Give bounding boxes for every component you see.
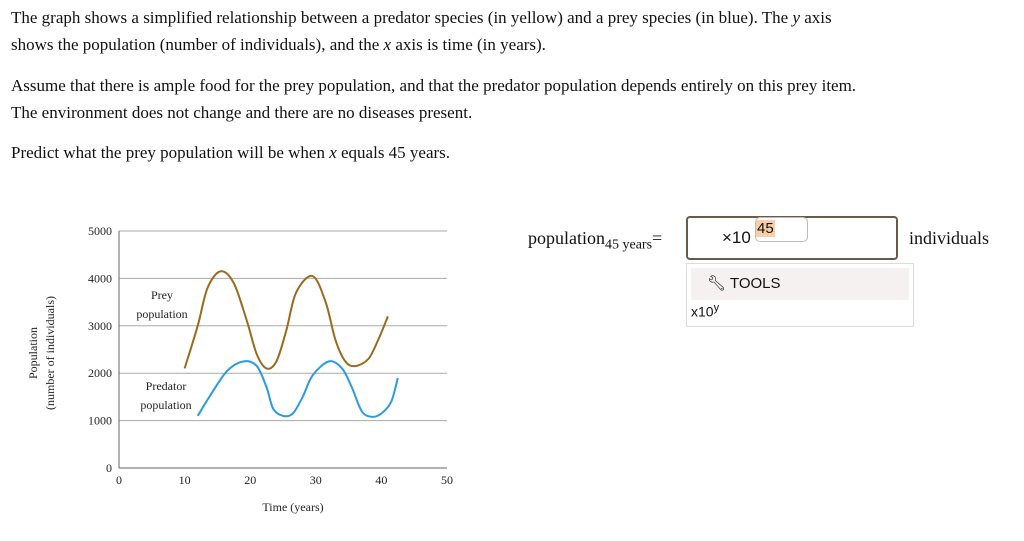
y-tick-label: 2000	[88, 366, 112, 380]
question-paragraph-1: The graph shows a simplified relationshi…	[11, 8, 832, 54]
x-tick-label: 30	[310, 473, 322, 487]
tools-panel: 🔧︎ TOOLS x10y	[686, 263, 914, 327]
x-tick-label: 0	[116, 473, 122, 487]
x-tick-label: 50	[441, 473, 453, 487]
wrench-icon: 🔧︎	[707, 275, 727, 292]
x-tick-label: 20	[244, 473, 256, 487]
question-paragraph-2: Assume that there is ample food for the …	[11, 76, 857, 122]
x-axis-label: Time (years)	[262, 500, 323, 514]
series-label: Prey	[151, 288, 173, 302]
tools-button[interactable]: 🔧︎ TOOLS	[691, 268, 909, 300]
unit-label: individuals	[909, 228, 989, 248]
y-axis-label: Population	[26, 327, 40, 379]
population-chart: 0 1000 2000 3000 4000 5000 0 10 20 30 40 50 Time (ye…	[26, 224, 453, 514]
series-label: population	[136, 307, 187, 321]
series-line-predator	[196, 360, 399, 418]
y-tick-label: 4000	[88, 271, 112, 285]
y-tick-label: 0	[106, 461, 112, 475]
y-axis-label-units: (number of individuals)	[43, 296, 57, 410]
series-label: Predator	[146, 379, 187, 393]
question-prompt: Predict what the prey population will be…	[11, 143, 451, 162]
scientific-notation-button[interactable]: x10y	[691, 302, 720, 320]
series-line-prey	[183, 270, 389, 370]
y-tick-label: 3000	[88, 319, 112, 333]
x-tick-label: 10	[179, 473, 191, 487]
series-label: population	[140, 398, 191, 412]
answer-label: population45 years=	[528, 228, 663, 253]
y-tick-label: 5000	[88, 224, 112, 238]
times-ten-text: ×10	[722, 228, 751, 247]
exponent-input[interactable]: 45	[755, 217, 808, 242]
x-tick-label: 40	[375, 473, 387, 487]
y-tick-label: 1000	[88, 414, 112, 428]
